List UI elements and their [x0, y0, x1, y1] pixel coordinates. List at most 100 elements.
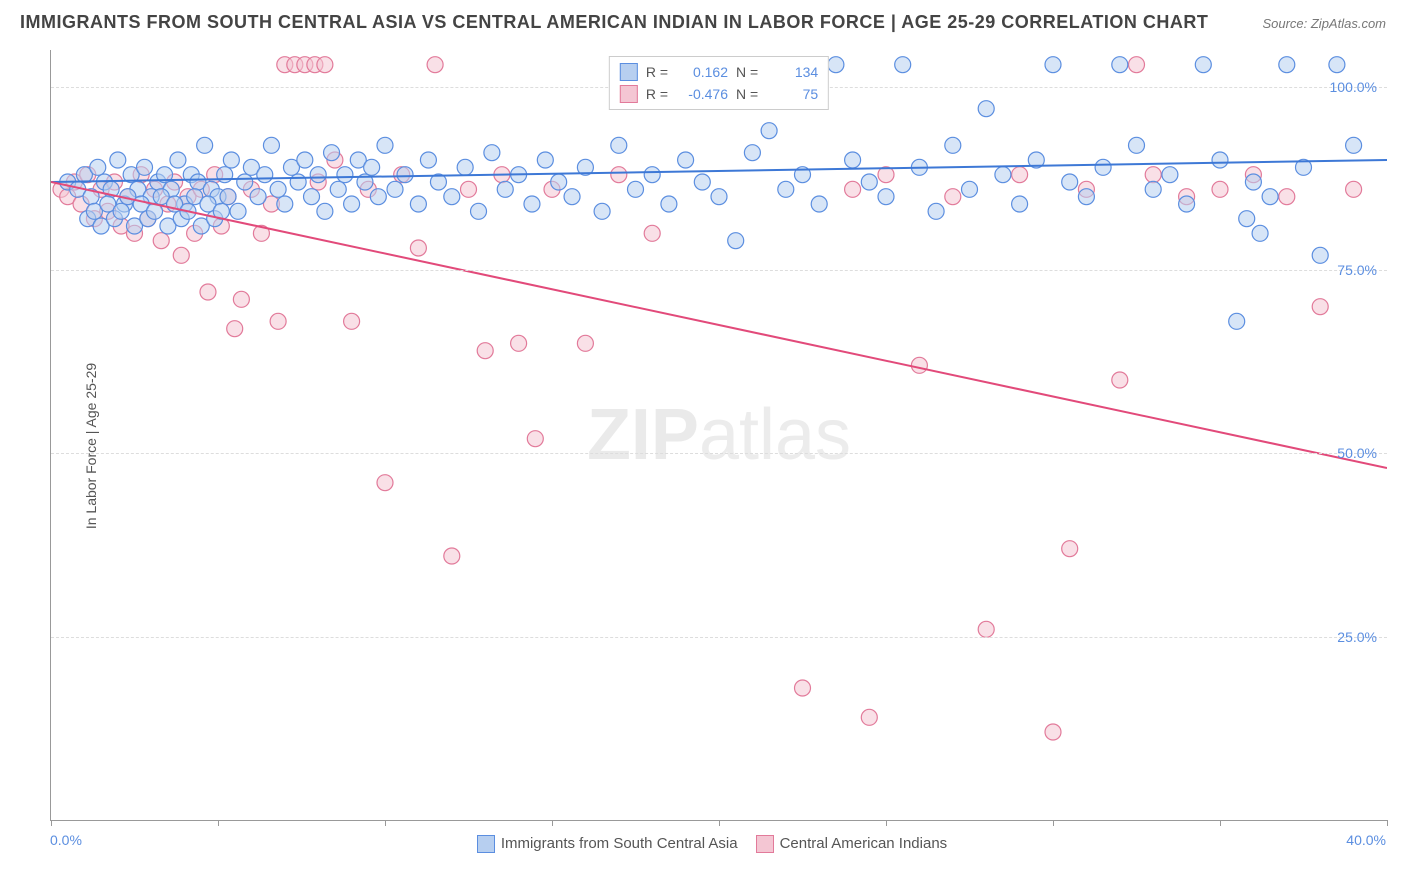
data-point [360, 181, 376, 197]
data-point [307, 57, 323, 73]
data-point [744, 145, 760, 161]
legend-r-label: R = [646, 64, 668, 80]
data-point [83, 189, 99, 205]
gridline [51, 270, 1387, 271]
data-point [150, 174, 166, 190]
data-point [297, 152, 313, 168]
data-point [387, 181, 403, 197]
data-point [147, 181, 163, 197]
data-point [220, 189, 236, 205]
data-point [73, 196, 89, 212]
data-point [173, 247, 189, 263]
data-point [577, 159, 593, 175]
data-point [1095, 159, 1111, 175]
data-point [1262, 189, 1278, 205]
data-point [90, 159, 106, 175]
legend-n-value: 75 [766, 86, 818, 102]
y-tick-label: 75.0% [1337, 262, 1377, 278]
data-point [1045, 724, 1061, 740]
data-point [420, 152, 436, 168]
data-point [484, 145, 500, 161]
legend-row: R =-0.476N =75 [620, 83, 818, 105]
data-point [140, 211, 156, 227]
data-point [277, 196, 293, 212]
x-tick [1220, 820, 1221, 826]
data-point [1252, 225, 1268, 241]
data-point [297, 57, 313, 73]
data-point [243, 181, 259, 197]
data-point [257, 167, 273, 183]
data-point [160, 218, 176, 234]
legend-series-label: Central American Indians [780, 835, 948, 852]
gridline [51, 637, 1387, 638]
data-point [524, 196, 540, 212]
data-point [611, 167, 627, 183]
data-point [1112, 372, 1128, 388]
data-point [110, 152, 126, 168]
data-point [160, 196, 176, 212]
data-point [213, 203, 229, 219]
data-point [778, 181, 794, 197]
data-point [628, 181, 644, 197]
data-point [1045, 57, 1061, 73]
data-point [427, 57, 443, 73]
data-point [113, 218, 129, 234]
legend-r-value: 0.162 [676, 64, 728, 80]
data-point [1212, 152, 1228, 168]
data-point [344, 196, 360, 212]
data-point [1346, 137, 1362, 153]
data-point [133, 167, 149, 183]
data-point [364, 159, 380, 175]
data-point [220, 189, 236, 205]
data-point [317, 57, 333, 73]
data-point [287, 57, 303, 73]
data-point [444, 189, 460, 205]
data-point [928, 203, 944, 219]
data-point [190, 174, 206, 190]
data-point [106, 211, 122, 227]
data-point [140, 211, 156, 227]
data-point [564, 189, 580, 205]
data-point [327, 152, 343, 168]
data-point [250, 189, 266, 205]
legend-swatch [620, 85, 638, 103]
data-point [200, 196, 216, 212]
data-point [277, 57, 293, 73]
data-point [133, 196, 149, 212]
data-point [96, 174, 112, 190]
data-point [678, 152, 694, 168]
data-point [861, 174, 877, 190]
data-point [86, 203, 102, 219]
data-point [113, 203, 129, 219]
x-tick [719, 820, 720, 826]
data-point [1239, 211, 1255, 227]
data-point [187, 225, 203, 241]
legend-r-label: R = [646, 86, 668, 102]
data-point [527, 431, 543, 447]
data-point [995, 167, 1011, 183]
data-point [410, 196, 426, 212]
x-tick [218, 820, 219, 826]
data-point [1346, 181, 1362, 197]
data-point [60, 189, 76, 205]
data-point [911, 159, 927, 175]
data-point [153, 189, 169, 205]
data-point [394, 167, 410, 183]
data-point [180, 189, 196, 205]
data-point [93, 218, 109, 234]
data-point [193, 181, 209, 197]
data-point [203, 181, 219, 197]
data-point [594, 203, 610, 219]
legend-swatch [477, 835, 495, 853]
x-tick [1387, 820, 1388, 826]
data-point [644, 225, 660, 241]
legend-n-value: 134 [766, 64, 818, 80]
data-point [183, 167, 199, 183]
data-point [1279, 189, 1295, 205]
trend-line [51, 160, 1387, 182]
data-point [544, 181, 560, 197]
data-point [207, 167, 223, 183]
legend-row: R =0.162N =134 [620, 61, 818, 83]
data-point [80, 167, 96, 183]
data-point [350, 152, 366, 168]
